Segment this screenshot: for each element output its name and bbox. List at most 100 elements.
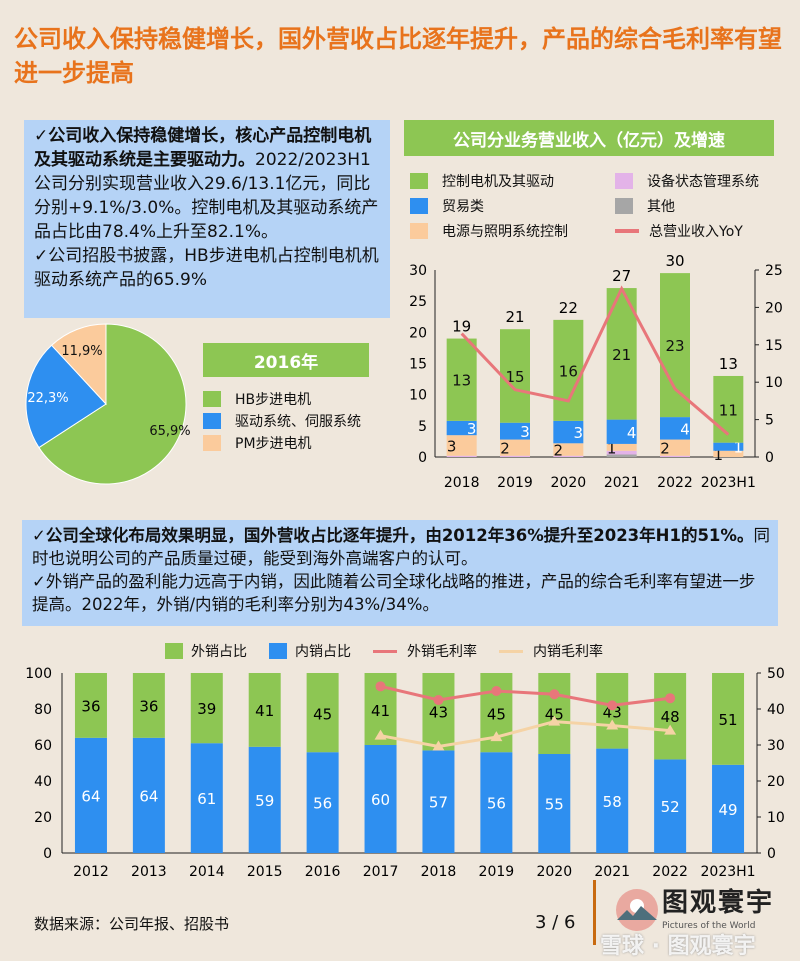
x-tick-label: 2015 [247, 864, 283, 880]
x-tick-label: 2020 [551, 475, 587, 491]
y-tick-label: 100 [25, 666, 52, 682]
y2-tick-label: 10 [765, 375, 783, 391]
bar-segment [553, 420, 584, 444]
y2-tick-label: 5 [765, 413, 774, 429]
legend-label: 驱动系统、伺服系统 [235, 414, 361, 430]
legend-swatch [203, 413, 221, 429]
divider [593, 880, 596, 945]
export-margin-point [433, 695, 444, 705]
legend-swatch [203, 435, 221, 451]
bar-data-label: 3 [574, 424, 584, 442]
bar-segment [713, 450, 744, 457]
bar-segment [713, 375, 744, 443]
bar-segment [446, 420, 477, 436]
bar-data-label: 23 [665, 337, 684, 355]
legend-swatch [410, 173, 428, 189]
bar-data-label: 39 [197, 700, 216, 718]
bar-data-label: 16 [559, 362, 578, 380]
summary-text: 2022/2023H1公司分别实现营业收入29.6/13.1亿元，同比分别+9.… [34, 150, 379, 242]
y-tick-label: 15 [409, 357, 427, 373]
bar-data-label: 64 [81, 787, 100, 805]
legend-label: 贸易类 [442, 199, 484, 215]
logo-icon [616, 889, 658, 931]
bar-data-label: 13 [452, 372, 471, 390]
pie-data-label: 22,3% [27, 391, 68, 406]
bar-data-label: 51 [718, 711, 737, 729]
x-tick-label: 2020 [536, 864, 572, 880]
legend-label: 总营业收入YoY [649, 224, 743, 240]
bar-data-label: 48 [661, 708, 680, 726]
domestic-margin-line [380, 720, 671, 748]
y-tick-label: 5 [418, 419, 427, 435]
summary-heading: ✓公司收入保持稳健增长，核心产品控制电机及其驱动系统是主要驱动力。 [34, 126, 372, 170]
bar-data-label: 58 [603, 793, 622, 811]
bar-data-label: 3 [447, 437, 457, 455]
domestic-margin-point [432, 740, 445, 751]
bar-segment [606, 419, 637, 444]
y2-tick-label: 10 [767, 810, 785, 826]
y-tick-label: 0 [418, 450, 427, 466]
revenue-chart: 0510152025300510152025331319201823152120… [409, 252, 783, 491]
legend-label: HB步进电机 [235, 392, 312, 408]
legend-swatch [203, 391, 221, 407]
summary-box-export: ✓公司全球化布局效果明显，国外营收占比逐年提升，由2012年36%提升至2023… [22, 520, 778, 626]
y-tick-label: 60 [34, 738, 52, 754]
x-tick-label: 2022 [657, 475, 693, 491]
bar-data-label: 56 [313, 795, 332, 813]
x-tick-label: 2017 [363, 864, 399, 880]
pie-chart: 65,9% 22,3% 11,9% [25, 323, 191, 485]
domestic-margin-point [664, 724, 677, 735]
chart2-legend: 外销占比 内销占比 外销毛利率 内销毛利率 [165, 640, 603, 662]
summary-text: 同时也说明公司的产品质量过硬，能受到海外高端客户的认可。 [32, 526, 770, 568]
x-tick-label: 2018 [421, 864, 457, 880]
summary-text-hb: ✓公司招股书披露，HB步进电机占控制电机机驱动系统产品的65.9% [34, 246, 379, 290]
bar-data-label: 43 [603, 704, 622, 722]
legend-label: PM步进电机 [235, 436, 312, 452]
bar-data-label: 36 [81, 697, 100, 715]
legend-label: 内销毛利率 [533, 644, 603, 660]
legend-label: 内销占比 [295, 644, 351, 660]
legend-item: 设备状态管理系统 [615, 170, 790, 192]
bar-domestic [596, 748, 629, 853]
bar-segment [553, 455, 584, 457]
y2-tick-label: 30 [767, 738, 785, 754]
bar-domestic [422, 750, 455, 853]
y2-tick-label: 50 [767, 666, 785, 682]
pie-legend: HB步进电机 驱动系统、伺服系统 PM步进电机 [203, 388, 361, 454]
x-tick-label: 2016 [305, 864, 341, 880]
bar-segment [446, 455, 477, 457]
bar-segment [446, 435, 477, 456]
bar-data-label: 49 [718, 801, 737, 819]
watermark: 雪球 · 图观寰宇 [600, 934, 756, 959]
total-label: 30 [665, 252, 684, 270]
legend-item: 贸易类 [410, 195, 615, 217]
bar-export [712, 673, 745, 765]
bar-segment [500, 455, 530, 457]
legend-label: 电源与照明系统控制 [442, 224, 568, 240]
bar-segment [660, 455, 690, 457]
total-label: 13 [719, 355, 738, 373]
logo-subtitle: Pictures of the World [662, 921, 756, 931]
domestic-margin-point [374, 729, 387, 740]
legend-item: 控制电机及其驱动 [410, 170, 615, 192]
bar-export [596, 673, 629, 749]
bar-data-label: 11 [719, 401, 738, 419]
bar-domestic [364, 745, 397, 853]
bar-data-label: 3 [520, 423, 530, 441]
y-tick-label: 20 [34, 810, 52, 826]
bar-data-label: 2 [660, 440, 670, 458]
legend-item: 驱动系统、伺服系统 [203, 410, 361, 432]
bar-export [538, 673, 571, 754]
bar-segment [606, 454, 637, 457]
export-margin-point [375, 681, 386, 692]
y-tick-label: 20 [409, 325, 427, 341]
y2-tick-label: 0 [765, 450, 774, 466]
y-tick-label: 25 [409, 294, 427, 310]
legend-item: 电源与照明系统控制 [410, 220, 615, 242]
bar-data-label: 41 [255, 702, 274, 720]
legend-swatch [269, 643, 287, 659]
bar-data-label: 1 [714, 446, 724, 464]
domestic-margin-point [548, 715, 561, 726]
legend-item: 总营业收入YoY [615, 220, 790, 242]
page-title: 公司收入保持稳健增长，国外营收占比逐年提升，产品的综合毛利率有望进一步提高 [14, 25, 782, 87]
